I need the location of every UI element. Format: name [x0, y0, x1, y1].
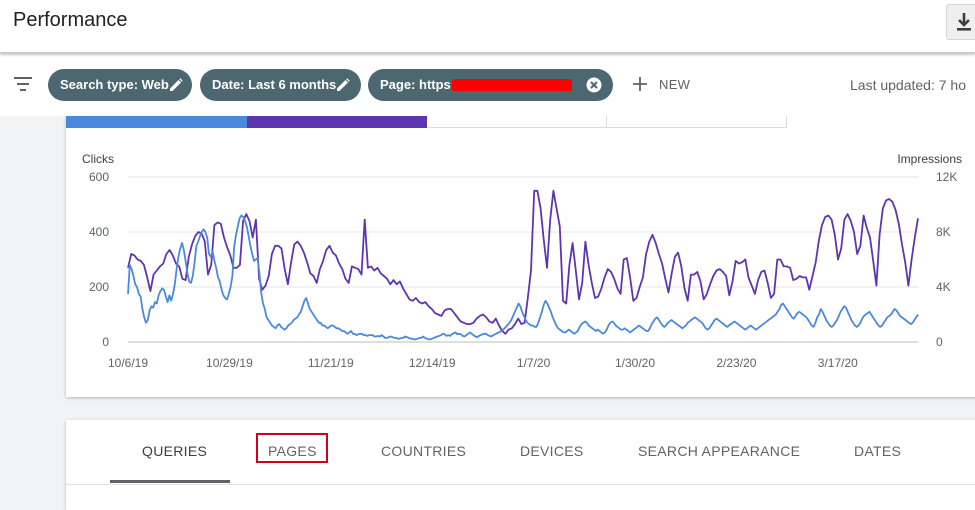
search-type-chip[interactable]: Search type: Web — [48, 69, 192, 101]
metric-avg-ctr-tab[interactable] — [427, 116, 607, 128]
tab-pages[interactable]: PAGES — [268, 443, 317, 459]
x-axis-ticks: 10/6/19 10/29/19 11/21/19 12/14/19 1/7/20 1/3… — [108, 356, 858, 370]
tab-countries[interactable]: COUNTRIES — [381, 443, 467, 459]
close-circle-icon[interactable] — [586, 77, 602, 93]
x-tick-label: 10/6/19 — [108, 356, 148, 370]
filter-bar: Search type: Web Date: Last 6 months Pag… — [0, 55, 975, 116]
left-tick-label: 400 — [89, 225, 109, 239]
performance-line-chart: Clicks Impressions 600 400 200 0 12K 8K 4K 0 1… — [82, 152, 962, 370]
right-axis-label: Impressions — [897, 152, 962, 166]
left-tick-label: 600 — [89, 170, 109, 184]
x-tick-label: 11/21/19 — [308, 356, 354, 370]
redaction-mark — [452, 79, 572, 91]
left-tick-label: 0 — [102, 335, 109, 349]
active-tab-indicator — [110, 480, 230, 483]
left-axis-ticks: 600 400 200 0 — [89, 170, 109, 349]
x-tick-label: 1/7/20 — [517, 356, 551, 370]
x-tick-label: 10/29/19 — [206, 356, 253, 370]
last-updated-text: Last updated: 7 ho — [850, 77, 966, 93]
chart-series — [127, 189, 919, 341]
tabs-divider — [66, 484, 975, 485]
page-filter-chip[interactable]: Page: https:/ — [368, 69, 613, 101]
clicks-line — [127, 214, 919, 341]
metric-total-clicks-tab[interactable] — [66, 116, 247, 128]
x-tick-label: 2/23/20 — [716, 356, 756, 370]
chart-gridlines — [128, 176, 918, 343]
right-axis-ticks: 12K 8K 4K 0 — [936, 170, 957, 349]
filter-list-icon[interactable] — [14, 77, 32, 91]
tab-devices[interactable]: DEVICES — [520, 443, 584, 459]
new-filter-label: NEW — [659, 77, 691, 92]
chip-label: Search type: Web — [60, 77, 169, 92]
x-tick-label: 12/14/19 — [409, 356, 456, 370]
chip-label: Page: https:/ — [380, 77, 459, 92]
performance-chart-card: Clicks Impressions 600 400 200 0 12K 8K 4K 0 1… — [66, 116, 975, 397]
edit-pencil-icon[interactable] — [169, 78, 183, 92]
download-icon — [957, 13, 971, 31]
report-tabs-card: QUERIES PAGES COUNTRIES DEVICES SEARCH A… — [66, 420, 975, 510]
metric-avg-position-tab[interactable] — [607, 116, 787, 128]
page-title: Performance — [13, 9, 128, 31]
right-tick-label: 0 — [936, 335, 943, 349]
left-axis-label: Clicks — [82, 152, 114, 166]
x-tick-label: 3/17/20 — [818, 356, 858, 370]
right-tick-label: 8K — [936, 225, 951, 239]
app-header: Performance — [0, 0, 975, 53]
download-button[interactable] — [946, 4, 975, 40]
chip-label: Date: Last 6 months — [212, 77, 337, 92]
tab-search-appearance[interactable]: SEARCH APPEARANCE — [638, 443, 801, 459]
date-range-chip[interactable]: Date: Last 6 months — [200, 69, 361, 101]
edit-pencil-icon[interactable] — [336, 78, 350, 92]
pages-highlight-box — [256, 433, 328, 463]
right-tick-label: 12K — [936, 170, 957, 184]
tab-dates[interactable]: DATES — [854, 443, 902, 459]
plus-icon — [633, 77, 647, 91]
left-tick-label: 200 — [89, 280, 109, 294]
right-tick-label: 4K — [936, 280, 951, 294]
x-tick-label: 1/30/20 — [615, 356, 655, 370]
tab-queries[interactable]: QUERIES — [142, 443, 208, 459]
metric-total-impressions-tab[interactable] — [247, 116, 427, 128]
